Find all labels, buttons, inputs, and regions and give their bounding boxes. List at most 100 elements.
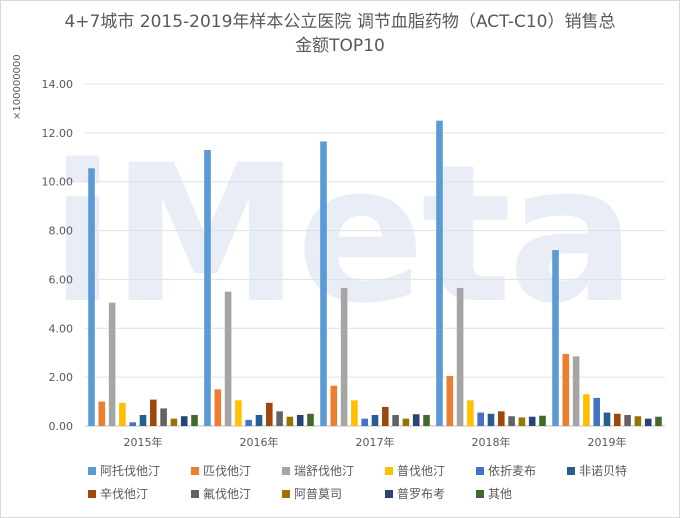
x-tick-label: 2015年 — [124, 435, 163, 449]
bar — [320, 141, 327, 426]
legend-item: 氟伐他汀 — [191, 485, 272, 502]
bar — [508, 416, 515, 426]
legend-item: 普罗布考 — [385, 485, 466, 502]
y-tick-label: 14.00 — [42, 78, 74, 91]
bar — [371, 415, 379, 426]
y-tick-label: 2.00 — [49, 371, 74, 384]
bar — [296, 415, 304, 426]
legend-item: 依折麦布 — [476, 462, 557, 479]
bar — [245, 419, 252, 426]
legend-swatch — [476, 466, 484, 475]
bar — [402, 418, 410, 426]
y-tick-label: 12.00 — [42, 127, 74, 140]
legend-swatch — [88, 489, 96, 498]
y-tick-label: 4.00 — [49, 322, 74, 335]
legend-item: 阿普莫司 — [282, 485, 375, 502]
legend-swatch — [191, 489, 199, 498]
bar — [634, 416, 642, 426]
bar — [498, 411, 505, 426]
legend-label: 普伐他汀 — [397, 464, 446, 478]
y-tick-label: 10.00 — [42, 176, 74, 189]
legend-label: 非诺贝特 — [579, 464, 628, 478]
bar — [539, 415, 546, 426]
bar — [446, 375, 454, 426]
bar — [150, 399, 157, 426]
legend-item: 匹伐他汀 — [191, 462, 272, 479]
bar — [214, 389, 222, 426]
bar — [467, 400, 474, 426]
legend-label: 依折麦布 — [488, 464, 537, 478]
bar — [487, 413, 495, 426]
legend-swatch — [385, 466, 393, 475]
bar — [255, 415, 263, 426]
bar — [160, 408, 167, 426]
legend-label: 匹伐他汀 — [203, 464, 252, 478]
legend-item: 非诺贝特 — [567, 462, 648, 479]
legend-item: 阿托伐他汀 — [88, 462, 181, 479]
x-tick-label: 2019年 — [588, 435, 627, 449]
legend-swatch — [282, 489, 290, 498]
bar — [266, 402, 273, 426]
bar — [562, 353, 570, 426]
x-tick-label: 2017年 — [356, 435, 395, 449]
bar — [98, 401, 106, 426]
bar — [423, 415, 430, 426]
y-tick-label: 8.00 — [49, 225, 74, 238]
legend-item: 辛伐他汀 — [88, 485, 181, 502]
legend-swatch — [385, 489, 393, 498]
chart-title: 4+7城市 2015-2019年样本公立医院 调节血脂药物（ACT-C10）销售… — [64, 12, 616, 56]
legend-swatch — [567, 466, 575, 475]
bar — [382, 406, 389, 426]
bar — [436, 120, 443, 427]
legend-swatch — [476, 489, 484, 498]
bar — [170, 418, 178, 426]
bar — [456, 287, 464, 426]
bar — [119, 402, 126, 426]
legend-label: 其他 — [488, 487, 513, 501]
bar — [361, 418, 368, 426]
y-tick-label: 6.00 — [49, 273, 74, 286]
bar — [139, 415, 147, 426]
y-tick-label: 0.00 — [49, 420, 74, 433]
legend-label: 普罗布考 — [397, 487, 446, 501]
bar — [603, 412, 611, 426]
legend-item: 其他 — [476, 485, 557, 502]
bar — [572, 356, 580, 426]
bar — [614, 413, 621, 426]
chart-legend: 阿托伐他汀 匹伐他汀 瑞舒伐他汀 普伐他汀 依折麦布 非诺贝特辛伐他汀 氟伐他汀 阿普莫司 普罗… — [88, 462, 648, 502]
bar — [108, 302, 116, 426]
legend-label: 瑞舒伐他汀 — [294, 464, 355, 478]
legend-label: 氟伐他汀 — [203, 487, 252, 501]
bar — [276, 411, 283, 426]
bar — [593, 397, 600, 426]
bar — [528, 416, 536, 426]
bar — [224, 291, 232, 426]
legend-label: 辛伐他汀 — [100, 487, 149, 501]
bar — [235, 400, 242, 426]
bar — [180, 416, 188, 426]
bar — [191, 415, 198, 426]
bar — [644, 418, 652, 426]
legend-swatch — [88, 466, 96, 475]
bar — [518, 417, 526, 426]
bar — [624, 415, 631, 426]
legend-item: 普伐他汀 — [385, 462, 466, 479]
bar — [412, 414, 420, 426]
bar — [583, 394, 590, 426]
bar — [88, 168, 95, 426]
legend-item: 瑞舒伐他汀 — [282, 462, 375, 479]
bar — [392, 415, 399, 426]
bar — [204, 149, 211, 426]
x-tick-label: 2018年 — [472, 435, 511, 449]
legend-label: 阿普莫司 — [294, 487, 343, 501]
legend-label: 阿托伐他汀 — [100, 464, 161, 478]
bar — [340, 287, 348, 426]
bar — [129, 422, 136, 426]
bar — [351, 400, 358, 426]
bar — [477, 412, 484, 426]
x-tick-label: 2016年 — [240, 435, 279, 449]
legend-swatch — [191, 466, 199, 475]
bar — [330, 385, 338, 426]
